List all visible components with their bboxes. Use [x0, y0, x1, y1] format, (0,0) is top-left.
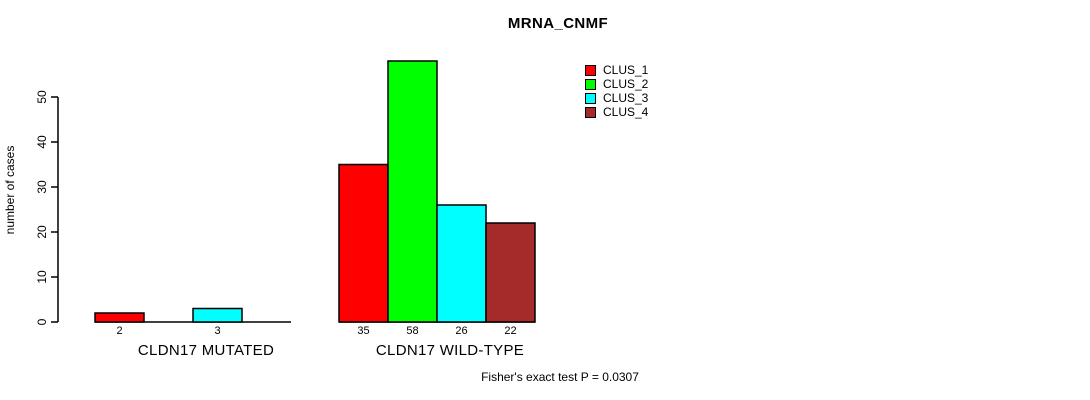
chart-title: MRNA_CNMF [507, 15, 609, 32]
y-tick-label: 10 [35, 270, 49, 284]
legend-row: CLUS_1 [585, 63, 648, 77]
legend-row: CLUS_3 [585, 91, 648, 105]
bar-value-label: 58 [406, 325, 419, 337]
group-label: CLDN17 WILD-TYPE [375, 342, 525, 359]
bar [387, 60, 438, 323]
y-tick-label: 20 [35, 225, 49, 239]
legend-swatch [585, 64, 596, 76]
bar [485, 222, 536, 323]
y-tick-label: 0 [35, 318, 49, 326]
legend-label: CLUS_1 [603, 63, 649, 77]
bar-value-label: 3 [214, 325, 221, 337]
bar [436, 204, 487, 323]
bar-value-label: 35 [357, 325, 370, 337]
legend-swatch [585, 78, 596, 90]
bar-value-label: 26 [455, 325, 468, 337]
legend-row: CLUS_4 [585, 105, 648, 119]
bar [94, 312, 145, 323]
legend-label: CLUS_4 [603, 105, 649, 119]
legend-row: CLUS_2 [585, 77, 648, 91]
legend-label: CLUS_3 [603, 91, 649, 105]
y-tick-label: 40 [35, 135, 49, 149]
legend-label: CLUS_2 [603, 77, 649, 91]
y-tick-label: 30 [35, 180, 49, 194]
fisher-test-footnote: Fisher's exact test P = 0.0307 [481, 370, 639, 384]
bar-value-label: 2 [116, 325, 123, 337]
bar-value-label: 22 [504, 325, 517, 337]
y-tick-label: 50 [35, 90, 49, 104]
legend-swatch [585, 106, 596, 118]
bar [338, 163, 389, 323]
legend: CLUS_1 CLUS_2 CLUS_3 CLUS_4 [585, 63, 648, 119]
group-label: CLDN17 MUTATED [137, 342, 275, 359]
bar [192, 307, 243, 323]
legend-swatch [585, 92, 596, 104]
